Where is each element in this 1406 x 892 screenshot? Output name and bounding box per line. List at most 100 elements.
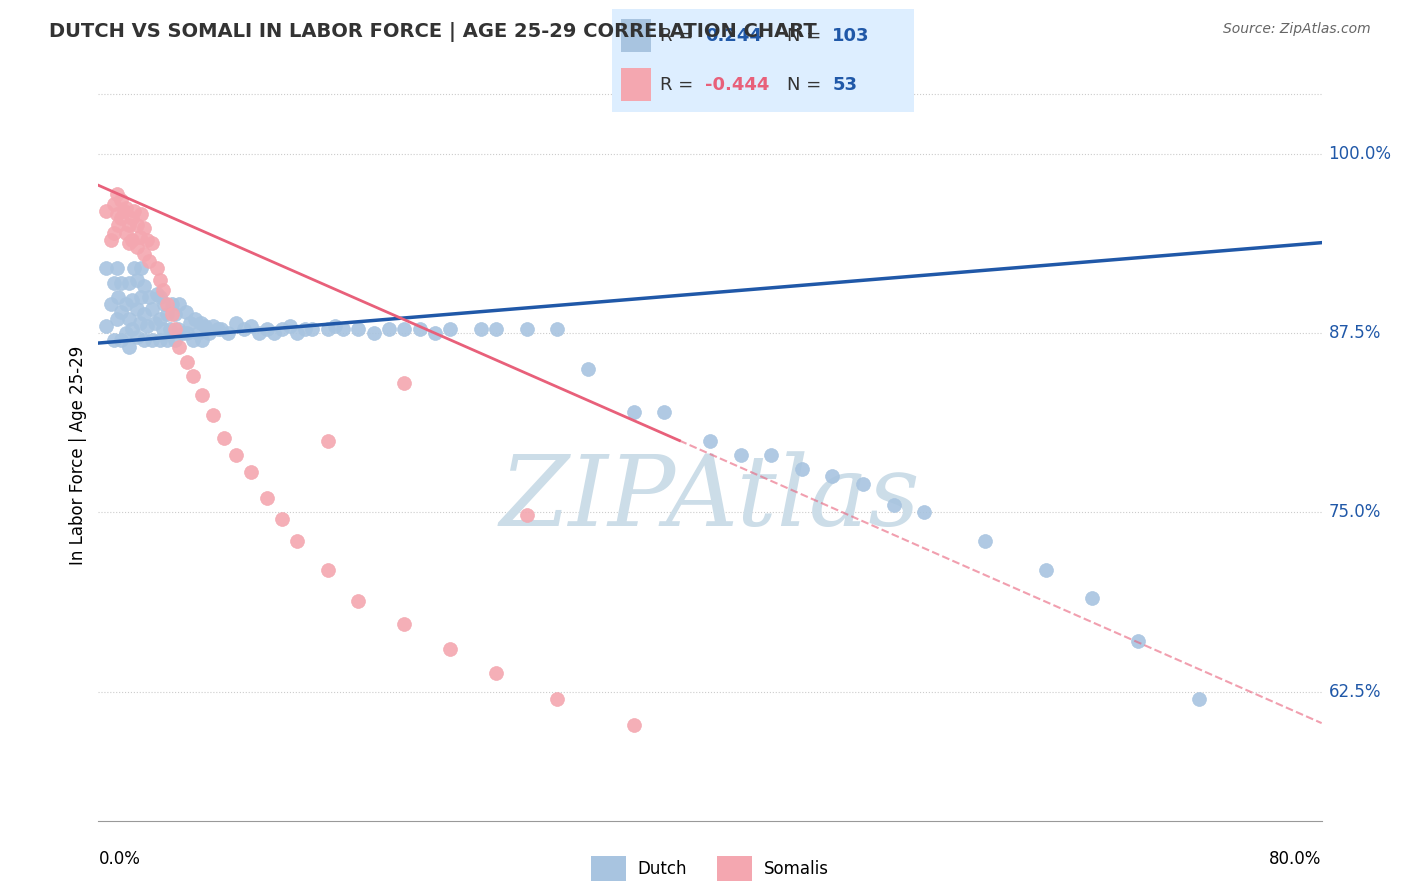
- Point: [110, 276, 132, 290]
- Point: [974, 533, 997, 548]
- Text: 0.0%: 0.0%: [98, 850, 141, 868]
- Point: [247, 326, 270, 340]
- Point: [118, 276, 141, 290]
- Text: ZIPAtlas: ZIPAtlas: [499, 451, 921, 547]
- Point: [138, 254, 160, 268]
- Text: 80.0%: 80.0%: [1270, 850, 1322, 868]
- Point: [883, 498, 905, 512]
- Text: Source: ZipAtlas.com: Source: ZipAtlas.com: [1223, 22, 1371, 37]
- Point: [160, 307, 183, 321]
- Point: [107, 290, 129, 304]
- Point: [263, 326, 285, 340]
- Point: [103, 197, 125, 211]
- Point: [121, 233, 143, 247]
- Point: [129, 290, 152, 304]
- Point: [134, 307, 156, 321]
- Point: [378, 322, 401, 336]
- Point: [152, 322, 174, 336]
- Point: [423, 326, 446, 340]
- Point: [546, 691, 568, 706]
- Point: [408, 322, 430, 336]
- Point: [125, 301, 148, 316]
- Text: DUTCH VS SOMALI IN LABOR FORCE | AGE 25-29 CORRELATION CHART: DUTCH VS SOMALI IN LABOR FORCE | AGE 25-…: [49, 22, 817, 42]
- Point: [110, 304, 132, 318]
- Point: [1035, 563, 1057, 577]
- Point: [169, 340, 191, 354]
- Point: [128, 316, 150, 330]
- Point: [256, 322, 278, 336]
- Point: [316, 434, 339, 448]
- Point: [285, 326, 308, 340]
- Text: 62.5%: 62.5%: [1329, 682, 1381, 700]
- Point: [347, 594, 370, 608]
- Point: [546, 322, 568, 336]
- Point: [202, 408, 225, 422]
- Point: [179, 316, 201, 330]
- Point: [125, 240, 148, 254]
- Point: [152, 283, 174, 297]
- Point: [176, 354, 198, 368]
- Point: [191, 387, 214, 401]
- Point: [115, 226, 138, 240]
- Text: 87.5%: 87.5%: [1329, 324, 1381, 342]
- Point: [138, 290, 160, 304]
- Point: [110, 193, 132, 207]
- Point: [232, 322, 254, 336]
- Text: -0.444: -0.444: [706, 76, 769, 94]
- Point: [332, 322, 354, 336]
- Point: [105, 311, 128, 326]
- Point: [149, 311, 172, 326]
- Point: [852, 476, 875, 491]
- Point: [759, 448, 782, 462]
- Point: [240, 318, 263, 333]
- Point: [225, 448, 247, 462]
- Point: [141, 301, 163, 316]
- Point: [115, 201, 138, 215]
- Point: [105, 186, 128, 201]
- Point: [94, 261, 117, 276]
- Point: [270, 512, 292, 526]
- Point: [118, 311, 141, 326]
- Point: [141, 235, 163, 250]
- Point: [623, 717, 645, 731]
- Point: [516, 508, 538, 523]
- Y-axis label: In Labor Force | Age 25-29: In Labor Force | Age 25-29: [69, 345, 87, 565]
- Bar: [620, 19, 651, 52]
- Point: [149, 333, 172, 347]
- Point: [105, 261, 128, 276]
- Point: [576, 362, 599, 376]
- Point: [125, 273, 148, 287]
- Point: [821, 469, 844, 483]
- Point: [153, 297, 176, 311]
- Point: [129, 261, 152, 276]
- Point: [136, 233, 159, 247]
- Point: [121, 211, 143, 226]
- Point: [207, 322, 229, 336]
- Point: [122, 261, 145, 276]
- Point: [159, 322, 181, 336]
- Point: [392, 617, 416, 632]
- Point: [485, 665, 508, 680]
- Text: 103: 103: [832, 27, 870, 45]
- Point: [163, 333, 186, 347]
- Point: [169, 297, 191, 311]
- Point: [125, 330, 148, 344]
- Point: [156, 333, 179, 347]
- Text: 75.0%: 75.0%: [1329, 503, 1381, 521]
- Point: [160, 297, 183, 311]
- Point: [912, 505, 935, 519]
- Point: [187, 326, 209, 340]
- Point: [194, 318, 217, 333]
- Point: [172, 326, 194, 340]
- Point: [197, 326, 219, 340]
- Text: 53: 53: [832, 76, 858, 94]
- Point: [190, 316, 212, 330]
- Text: R =: R =: [659, 27, 693, 45]
- Point: [136, 318, 159, 333]
- Point: [149, 273, 172, 287]
- Point: [191, 333, 214, 347]
- Text: N =: N =: [787, 76, 821, 94]
- Point: [105, 207, 128, 221]
- Point: [294, 322, 316, 336]
- Point: [156, 297, 179, 311]
